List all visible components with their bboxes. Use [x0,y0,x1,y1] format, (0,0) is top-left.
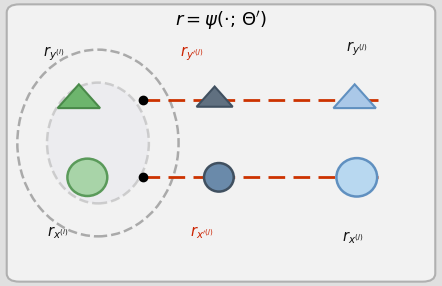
Text: $r_{y^{\prime(j)}}$: $r_{y^{\prime(j)}}$ [179,44,203,63]
Text: $r_{x^{(i)}}$: $r_{x^{(i)}}$ [47,224,69,241]
FancyBboxPatch shape [7,4,435,282]
Text: $r = \psi(\cdot;\,\Theta^{\prime})$: $r = \psi(\cdot;\,\Theta^{\prime})$ [175,9,267,32]
Ellipse shape [47,83,149,203]
Polygon shape [57,84,100,108]
Ellipse shape [67,159,107,196]
Text: $r_{x^{\prime(j)}}$: $r_{x^{\prime(j)}}$ [190,224,213,241]
Text: $r_{y^{(i)}}$: $r_{y^{(i)}}$ [42,44,64,63]
Ellipse shape [204,163,234,192]
Text: $r_{x^{(j)}}$: $r_{x^{(j)}}$ [342,229,363,246]
Polygon shape [333,84,376,108]
Ellipse shape [336,158,377,196]
Polygon shape [197,87,232,107]
Text: $r_{y^{(j)}}$: $r_{y^{(j)}}$ [346,39,368,57]
